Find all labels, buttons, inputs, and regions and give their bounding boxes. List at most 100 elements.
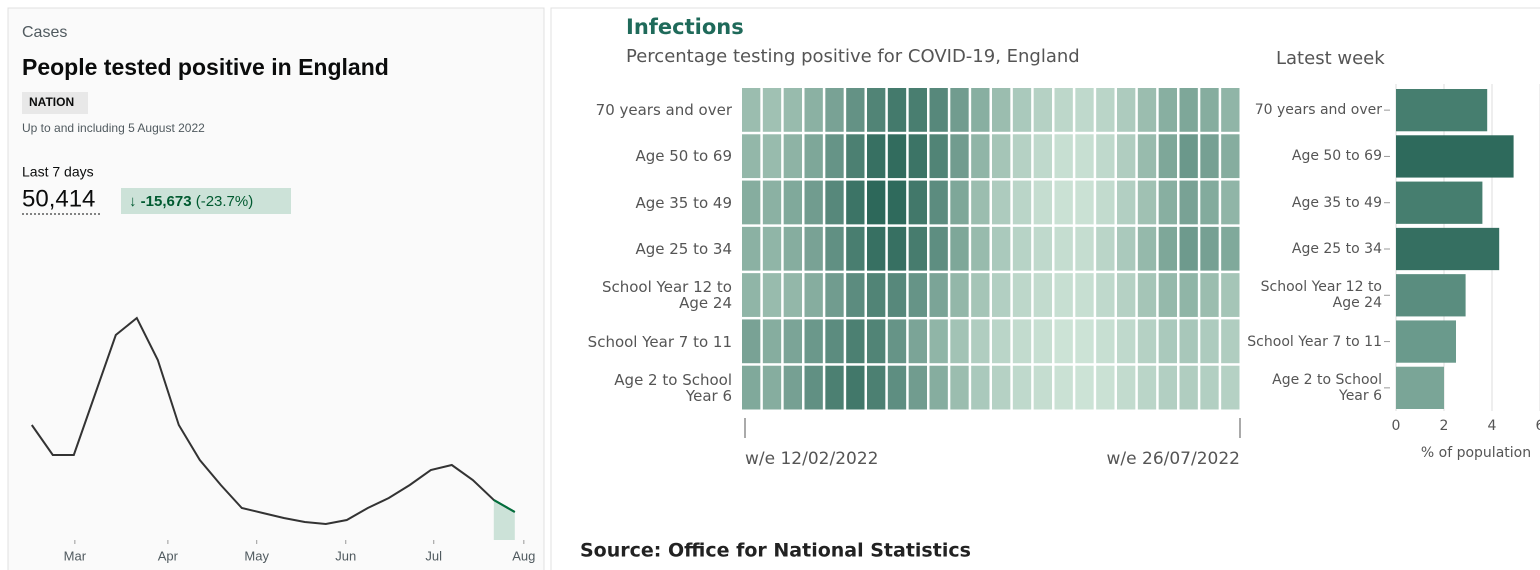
heat-cell bbox=[1033, 319, 1052, 364]
heat-cell bbox=[1179, 226, 1198, 271]
heat-cell bbox=[1117, 134, 1136, 179]
heat-cell bbox=[992, 180, 1011, 225]
source: Source: Office for National Statistics bbox=[580, 540, 971, 562]
heat-cell bbox=[1054, 88, 1073, 132]
heat-cell bbox=[867, 88, 886, 132]
heatmap-subtitle: Percentage testing positive for COVID-19… bbox=[626, 46, 1080, 67]
heat-cell bbox=[950, 134, 969, 179]
heat-cell bbox=[1033, 88, 1052, 132]
heat-cell bbox=[971, 273, 990, 317]
heat-cell bbox=[1158, 319, 1177, 364]
heat-cell bbox=[1221, 88, 1240, 132]
heat-cell bbox=[804, 134, 823, 179]
heat-cell bbox=[908, 365, 927, 410]
heat-cell bbox=[867, 319, 886, 364]
heat-cell bbox=[762, 180, 782, 225]
x-tick-label: May bbox=[244, 548, 269, 563]
heat-cell bbox=[825, 365, 844, 410]
heat-cell bbox=[1096, 226, 1115, 271]
bar-title: Latest week bbox=[1276, 48, 1385, 69]
heat-cell bbox=[1117, 273, 1136, 317]
heat-cell bbox=[992, 319, 1011, 364]
heat-cell bbox=[742, 319, 761, 364]
heat-cell bbox=[783, 226, 802, 271]
heat-cell bbox=[867, 273, 886, 317]
heat-cell bbox=[1096, 319, 1115, 364]
heat-cell bbox=[887, 88, 907, 132]
heat-cell bbox=[1012, 88, 1032, 132]
heat-cell bbox=[992, 365, 1011, 410]
heat-cell bbox=[1200, 180, 1219, 225]
heat-cell bbox=[742, 134, 761, 179]
heat-cell bbox=[1012, 365, 1032, 410]
heat-cell bbox=[1200, 319, 1219, 364]
heat-cell bbox=[971, 319, 990, 364]
x-tick-label: Apr bbox=[158, 548, 179, 563]
bar-label: School Year 7 to 11 bbox=[1247, 333, 1382, 350]
bar bbox=[1396, 274, 1466, 317]
heat-cell bbox=[929, 134, 948, 179]
heat-cell bbox=[825, 134, 844, 179]
heat-cell bbox=[1137, 226, 1157, 271]
heat-cell bbox=[887, 134, 907, 179]
heat-cell bbox=[1054, 180, 1073, 225]
heat-cell bbox=[1179, 88, 1198, 132]
bar-label-box: Age 50 to 69 bbox=[1292, 148, 1382, 164]
heat-cell bbox=[992, 273, 1011, 317]
bar-label: 70 years and over bbox=[1254, 102, 1382, 119]
heat-cell bbox=[1137, 273, 1157, 317]
heat-cell bbox=[1075, 319, 1094, 364]
heat-cell bbox=[1033, 226, 1052, 271]
heat-cell bbox=[762, 273, 782, 317]
heat-cell bbox=[867, 180, 886, 225]
heat-cell bbox=[887, 226, 907, 271]
heat-cell bbox=[992, 134, 1011, 179]
row-label-box: School Year 7 to 11 bbox=[588, 334, 732, 350]
heatmap-title: Infections bbox=[626, 15, 744, 39]
row-label-box: 70 years and over bbox=[596, 102, 732, 118]
heat-cell bbox=[1075, 88, 1094, 132]
tag: NATION bbox=[29, 95, 74, 109]
heat-cell bbox=[846, 273, 865, 317]
bar-label-box: Age 35 to 49 bbox=[1291, 194, 1382, 211]
heat-cell bbox=[783, 180, 802, 225]
heat-cell bbox=[783, 365, 802, 410]
heat-cell bbox=[1054, 365, 1073, 410]
heat-cell bbox=[1117, 319, 1136, 364]
heat-cell bbox=[971, 365, 990, 410]
tag-bg bbox=[22, 92, 88, 114]
heat-cell bbox=[1117, 365, 1136, 410]
row-label-box: Age 25 to 34 bbox=[635, 241, 732, 257]
heat-cell bbox=[1033, 180, 1052, 225]
cases-card bbox=[7, 7, 545, 570]
heat-cell bbox=[1012, 319, 1032, 364]
heat-cell bbox=[783, 319, 802, 364]
heat-cell bbox=[804, 88, 823, 132]
heat-cell bbox=[929, 273, 948, 317]
heat-cell bbox=[1096, 180, 1115, 225]
heat-cell bbox=[1221, 365, 1240, 410]
heat-cell bbox=[742, 226, 761, 271]
heat-cell bbox=[1158, 134, 1177, 179]
heat-cell bbox=[1075, 273, 1094, 317]
heat-cell bbox=[1137, 180, 1157, 225]
heat-cell bbox=[1137, 319, 1157, 364]
last-7-days-line bbox=[493, 499, 516, 513]
heat-cell bbox=[1200, 134, 1219, 179]
heat-cell bbox=[1012, 134, 1032, 179]
heat-cell bbox=[762, 319, 782, 364]
bar bbox=[1396, 320, 1456, 363]
heat-cell bbox=[1033, 365, 1052, 410]
heat-cell bbox=[867, 226, 886, 271]
heat-cell bbox=[887, 319, 907, 364]
row-label: Age 35 to 49 bbox=[635, 193, 732, 212]
heat-cell bbox=[887, 273, 907, 317]
bar-label: Age 35 to 49 bbox=[1291, 194, 1382, 211]
heat-cell bbox=[1075, 226, 1094, 271]
heat-cell bbox=[825, 180, 844, 225]
heat-cell bbox=[1054, 319, 1073, 364]
heat-cell bbox=[825, 88, 844, 132]
change: ↓ -15,673 (-23.7%) bbox=[129, 193, 253, 210]
heat-cell bbox=[825, 273, 844, 317]
